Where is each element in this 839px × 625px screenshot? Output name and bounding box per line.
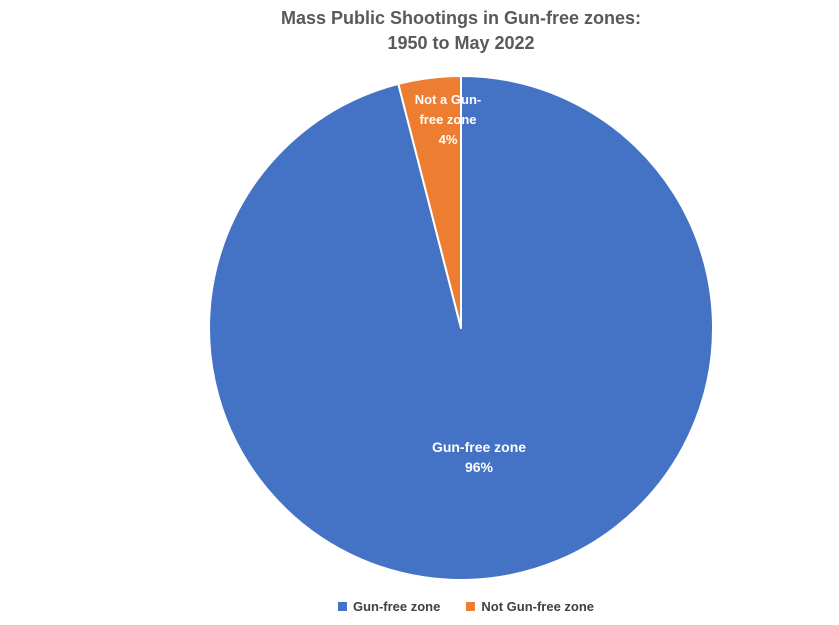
chart-title-line-2: 1950 to May 2022	[387, 33, 535, 53]
chart-title-line-1: Mass Public Shootings in Gun-free zones:	[280, 8, 642, 28]
legend-label-gun-free-zone: Gun-free zone	[352, 599, 441, 614]
legend-label-not-gun-free-zone: Not Gun-free zone	[481, 599, 595, 614]
data-label-not-gun-free-zone-percent: 4%	[438, 132, 458, 147]
legend-item-not-gun-free-zone: Not Gun-free zone	[466, 599, 594, 614]
chart-legend: Gun-free zone Not Gun-free zone	[337, 599, 594, 614]
chart-title: Mass Public Shootings in Gun-free zones:…	[281, 6, 641, 56]
legend-swatch-gun-free-zone	[337, 602, 347, 611]
legend-swatch-not-gun-free-zone	[466, 602, 476, 611]
data-label-gun-free-zone-text: Gun-free zone	[431, 439, 527, 455]
data-label-gun-free-zone-percent: 96%	[464, 459, 494, 475]
data-label-not-gun-free-zone-text: Not a Gun-free zone	[414, 92, 482, 127]
pie-slice-not-gun-free-zone	[397, 75, 462, 329]
data-label-gun-free-zone: Gun-free zone 96%	[399, 437, 559, 477]
data-label-not-gun-free-zone: Not a Gun-free zone 4%	[406, 90, 490, 150]
legend-item-gun-free-zone: Gun-free zone	[337, 599, 441, 614]
pie-chart	[208, 75, 715, 581]
